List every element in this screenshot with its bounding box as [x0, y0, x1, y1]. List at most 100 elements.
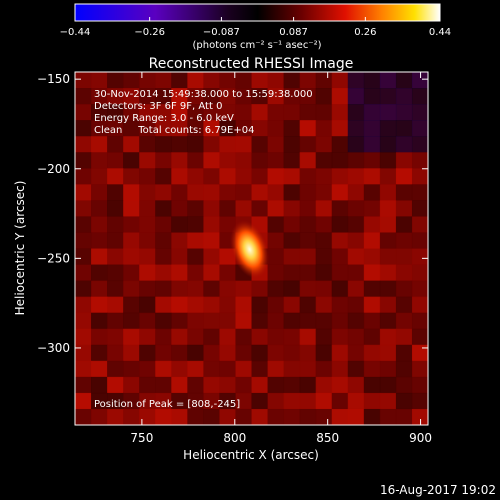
heat-cell — [299, 168, 317, 185]
colorbar-tick-label: −0.26 — [134, 27, 165, 38]
heat-cell — [91, 168, 108, 185]
heat-cell — [203, 376, 220, 394]
heat-cell — [171, 248, 188, 266]
heat-cell — [75, 296, 92, 314]
heat-cell — [411, 280, 428, 298]
heat-cell — [75, 136, 92, 153]
heat-cell — [379, 344, 397, 362]
colorbar-tick-label: −0.087 — [203, 27, 240, 38]
heatmap-image — [75, 72, 428, 425]
heat-cell — [267, 392, 285, 410]
heat-cell — [363, 72, 381, 89]
heat-cell — [75, 152, 92, 169]
heat-cell — [107, 152, 124, 169]
heat-cell — [107, 200, 124, 217]
chart-title: Reconstructed RHESSI Image — [149, 56, 354, 72]
heat-cell — [155, 104, 172, 121]
heat-cell — [395, 392, 413, 410]
heat-cell — [91, 296, 108, 314]
heat-cell — [155, 280, 172, 298]
flare-peak — [230, 220, 270, 279]
heat-cell — [139, 136, 156, 153]
heat-cell — [315, 312, 333, 330]
heat-cell — [219, 200, 236, 217]
heat-cell — [251, 72, 269, 89]
y-tick-label: −150 — [37, 72, 70, 86]
heat-cell — [187, 392, 204, 410]
heat-cell — [139, 216, 156, 233]
plot-frame — [74, 71, 429, 426]
heat-cell — [283, 280, 301, 298]
heat-cell — [139, 392, 156, 410]
heat-cell — [379, 248, 397, 266]
heat-cell — [411, 392, 428, 410]
heat-cell — [283, 136, 301, 153]
heat-cell — [379, 184, 397, 201]
heat-cell — [75, 408, 92, 425]
heat-cell — [363, 248, 381, 266]
heat-cell — [235, 312, 252, 330]
heat-cell — [91, 104, 108, 121]
heat-cell — [251, 392, 269, 410]
colorbar-unit-label: (photons cm⁻² s⁻¹ asec⁻²) — [192, 40, 321, 51]
heat-cell — [331, 232, 349, 249]
heat-cell — [139, 88, 156, 105]
heat-cell — [91, 408, 108, 425]
heat-cell — [107, 168, 124, 185]
heat-cell — [363, 232, 381, 249]
heat-cell — [283, 376, 301, 394]
heat-cell — [315, 408, 333, 425]
heat-cell — [379, 360, 397, 378]
heat-cell — [107, 328, 124, 346]
heat-cell — [203, 408, 220, 425]
heat-cell — [283, 232, 301, 249]
heat-cell — [283, 152, 301, 169]
heat-cell — [395, 136, 413, 153]
heat-cell — [123, 296, 140, 314]
heat-cell — [251, 328, 269, 346]
heat-cell — [123, 376, 140, 394]
heat-cell — [411, 88, 428, 105]
heat-cell — [171, 408, 188, 425]
heat-cell — [331, 360, 349, 378]
heat-cell — [283, 216, 301, 233]
heat-cell — [347, 248, 365, 266]
heat-cell — [299, 184, 317, 201]
heat-cell — [347, 232, 365, 249]
heat-cell — [411, 72, 428, 89]
heat-cell — [219, 296, 236, 314]
colorbar-tick-label: −0.44 — [60, 27, 91, 38]
heat-cell — [171, 72, 188, 89]
heat-cell — [267, 248, 285, 266]
heat-cell — [75, 392, 92, 410]
heat-cell — [203, 344, 220, 362]
heat-cell — [187, 232, 204, 249]
heat-cell — [331, 376, 349, 394]
heat-cell — [155, 152, 172, 169]
heat-cell — [347, 376, 365, 394]
heat-cell — [219, 88, 236, 105]
heat-cell — [267, 72, 285, 89]
heat-cell — [315, 136, 333, 153]
heat-cell — [395, 264, 413, 282]
heat-cell — [203, 88, 220, 105]
heat-cell — [283, 200, 301, 217]
heat-cell — [139, 72, 156, 89]
heat-cell — [379, 376, 397, 394]
heat-cell — [91, 184, 108, 201]
heat-cell — [379, 408, 397, 425]
heat-cell — [123, 136, 140, 153]
heat-cell — [91, 152, 108, 169]
heat-cell — [395, 168, 413, 185]
heat-cell — [363, 392, 381, 410]
heat-cell — [155, 200, 172, 217]
colorbar-tick-label: 0.26 — [354, 27, 376, 38]
heat-cell — [139, 312, 156, 330]
heat-cell — [139, 264, 156, 282]
heat-cell — [219, 280, 236, 298]
heat-cell — [75, 72, 92, 89]
heat-cell — [331, 408, 349, 425]
heat-cell — [379, 296, 397, 314]
heat-cell — [155, 88, 172, 105]
heat-cell — [123, 184, 140, 201]
